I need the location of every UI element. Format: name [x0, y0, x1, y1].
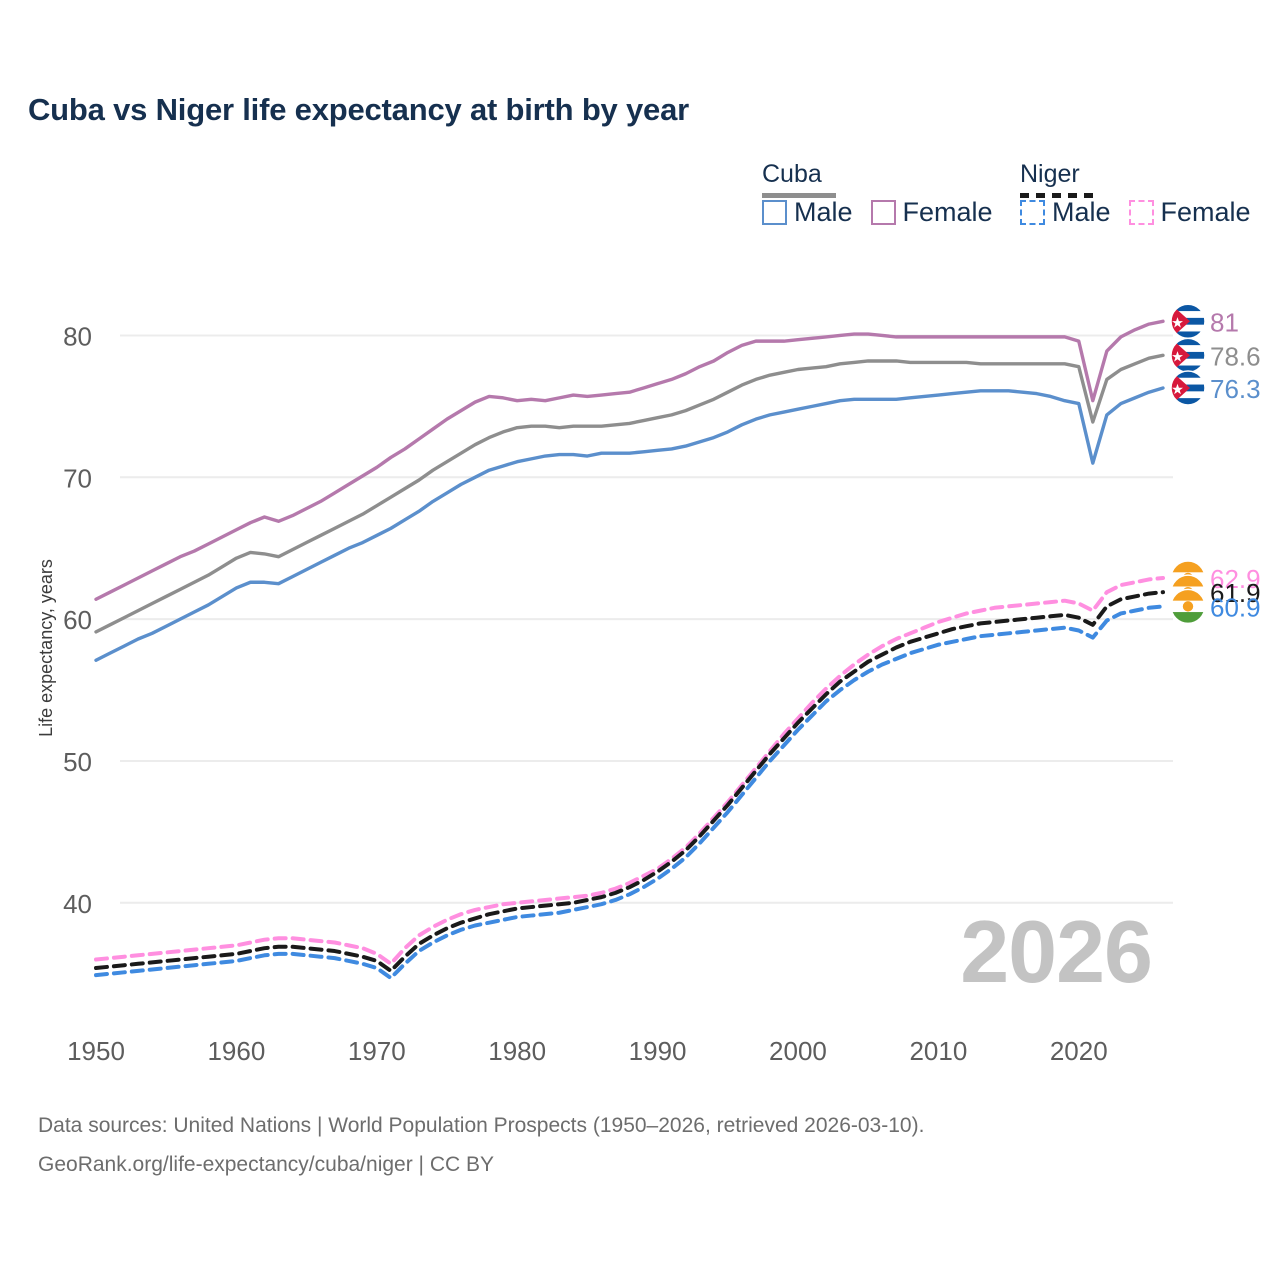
y-tick-label-40: 40 [63, 889, 92, 919]
footer-attribution: Data sources: United Nations | World Pop… [38, 1106, 924, 1184]
legend-item-niger-male[interactable]: Male [1020, 199, 1111, 226]
endpoint-flag-ring-5 [1170, 588, 1206, 625]
endpoint-value-2: 76.3 [1210, 374, 1261, 404]
legend-swatch-icon-niger-female [1128, 200, 1154, 225]
endpoint-value-3: 62.9 [1210, 564, 1261, 594]
y-tick-label-50: 50 [63, 747, 92, 777]
legend-label-niger-female: Female [1160, 197, 1251, 227]
series-line-niger-total [94, 590, 1165, 973]
legend-swatch-icon-cuba-male [762, 200, 787, 225]
year-watermark: 2026 [960, 902, 1153, 1001]
legend-group-title-cuba: Cuba [762, 160, 822, 188]
footer-line-2: GeoRank.org/life-expectancy/cuba/niger |… [38, 1153, 495, 1176]
y-tick-label-60: 60 [63, 605, 92, 635]
legend-rule-niger [1020, 193, 1094, 198]
legend-items-cuba: Male Female [762, 199, 993, 226]
x-tick-label-1950: 1950 [67, 1036, 125, 1066]
series-line-cuba-male [94, 386, 1165, 662]
page-title: Cuba vs Niger life expectancy at birth b… [28, 92, 689, 127]
y-tick-label-80: 80 [63, 321, 92, 351]
legend-label-niger-male: Male [1052, 197, 1111, 227]
legend-item-cuba-male[interactable]: Male [762, 199, 853, 226]
footer-line-1: Data sources: United Nations | World Pop… [38, 1114, 925, 1137]
chart-legend: Cuba Male Female Niger Male [762, 160, 1262, 240]
legend-swatch-icon-niger-male [1020, 200, 1045, 225]
x-tick-label-2000: 2000 [769, 1036, 827, 1066]
legend-item-niger-female[interactable]: Female [1128, 197, 1251, 227]
x-tick-label-1980: 1980 [488, 1036, 546, 1066]
x-tick-label-1990: 1990 [629, 1036, 687, 1066]
endpoint-value-4: 61.9 [1210, 578, 1261, 608]
endpoint-value-1: 78.6 [1210, 341, 1261, 371]
legend-items-niger: Male Female [1020, 199, 1251, 226]
series-line-cuba-female [94, 319, 1165, 601]
legend-group-cuba: Cuba Male Female [762, 160, 993, 226]
y-axis-title: Life expectancy, years [36, 559, 56, 737]
x-tick-label-2010: 2010 [909, 1036, 967, 1066]
legend-label-cuba-male: Male [794, 197, 853, 227]
legend-group-niger: Niger Male Female [1020, 160, 1251, 226]
endpoint-value-5: 60.9 [1210, 592, 1261, 622]
series-line-niger-female [94, 576, 1165, 966]
legend-rule-cuba [762, 193, 836, 198]
series-line-niger-male [94, 604, 1165, 980]
x-tick-label-1960: 1960 [207, 1036, 265, 1066]
series-line-cuba-total [94, 353, 1165, 634]
legend-swatch-icon-cuba-female [870, 200, 896, 225]
endpoint-value-0: 81 [1210, 307, 1239, 337]
legend-group-title-niger: Niger [1020, 160, 1080, 188]
x-tick-label-2020: 2020 [1050, 1036, 1108, 1066]
endpoint-flag-ring-2 [1170, 370, 1206, 406]
legend-item-cuba-female[interactable]: Female [870, 197, 993, 227]
x-tick-label-1970: 1970 [348, 1036, 406, 1066]
legend-label-cuba-female: Female [902, 197, 993, 227]
y-tick-label-70: 70 [63, 463, 92, 493]
